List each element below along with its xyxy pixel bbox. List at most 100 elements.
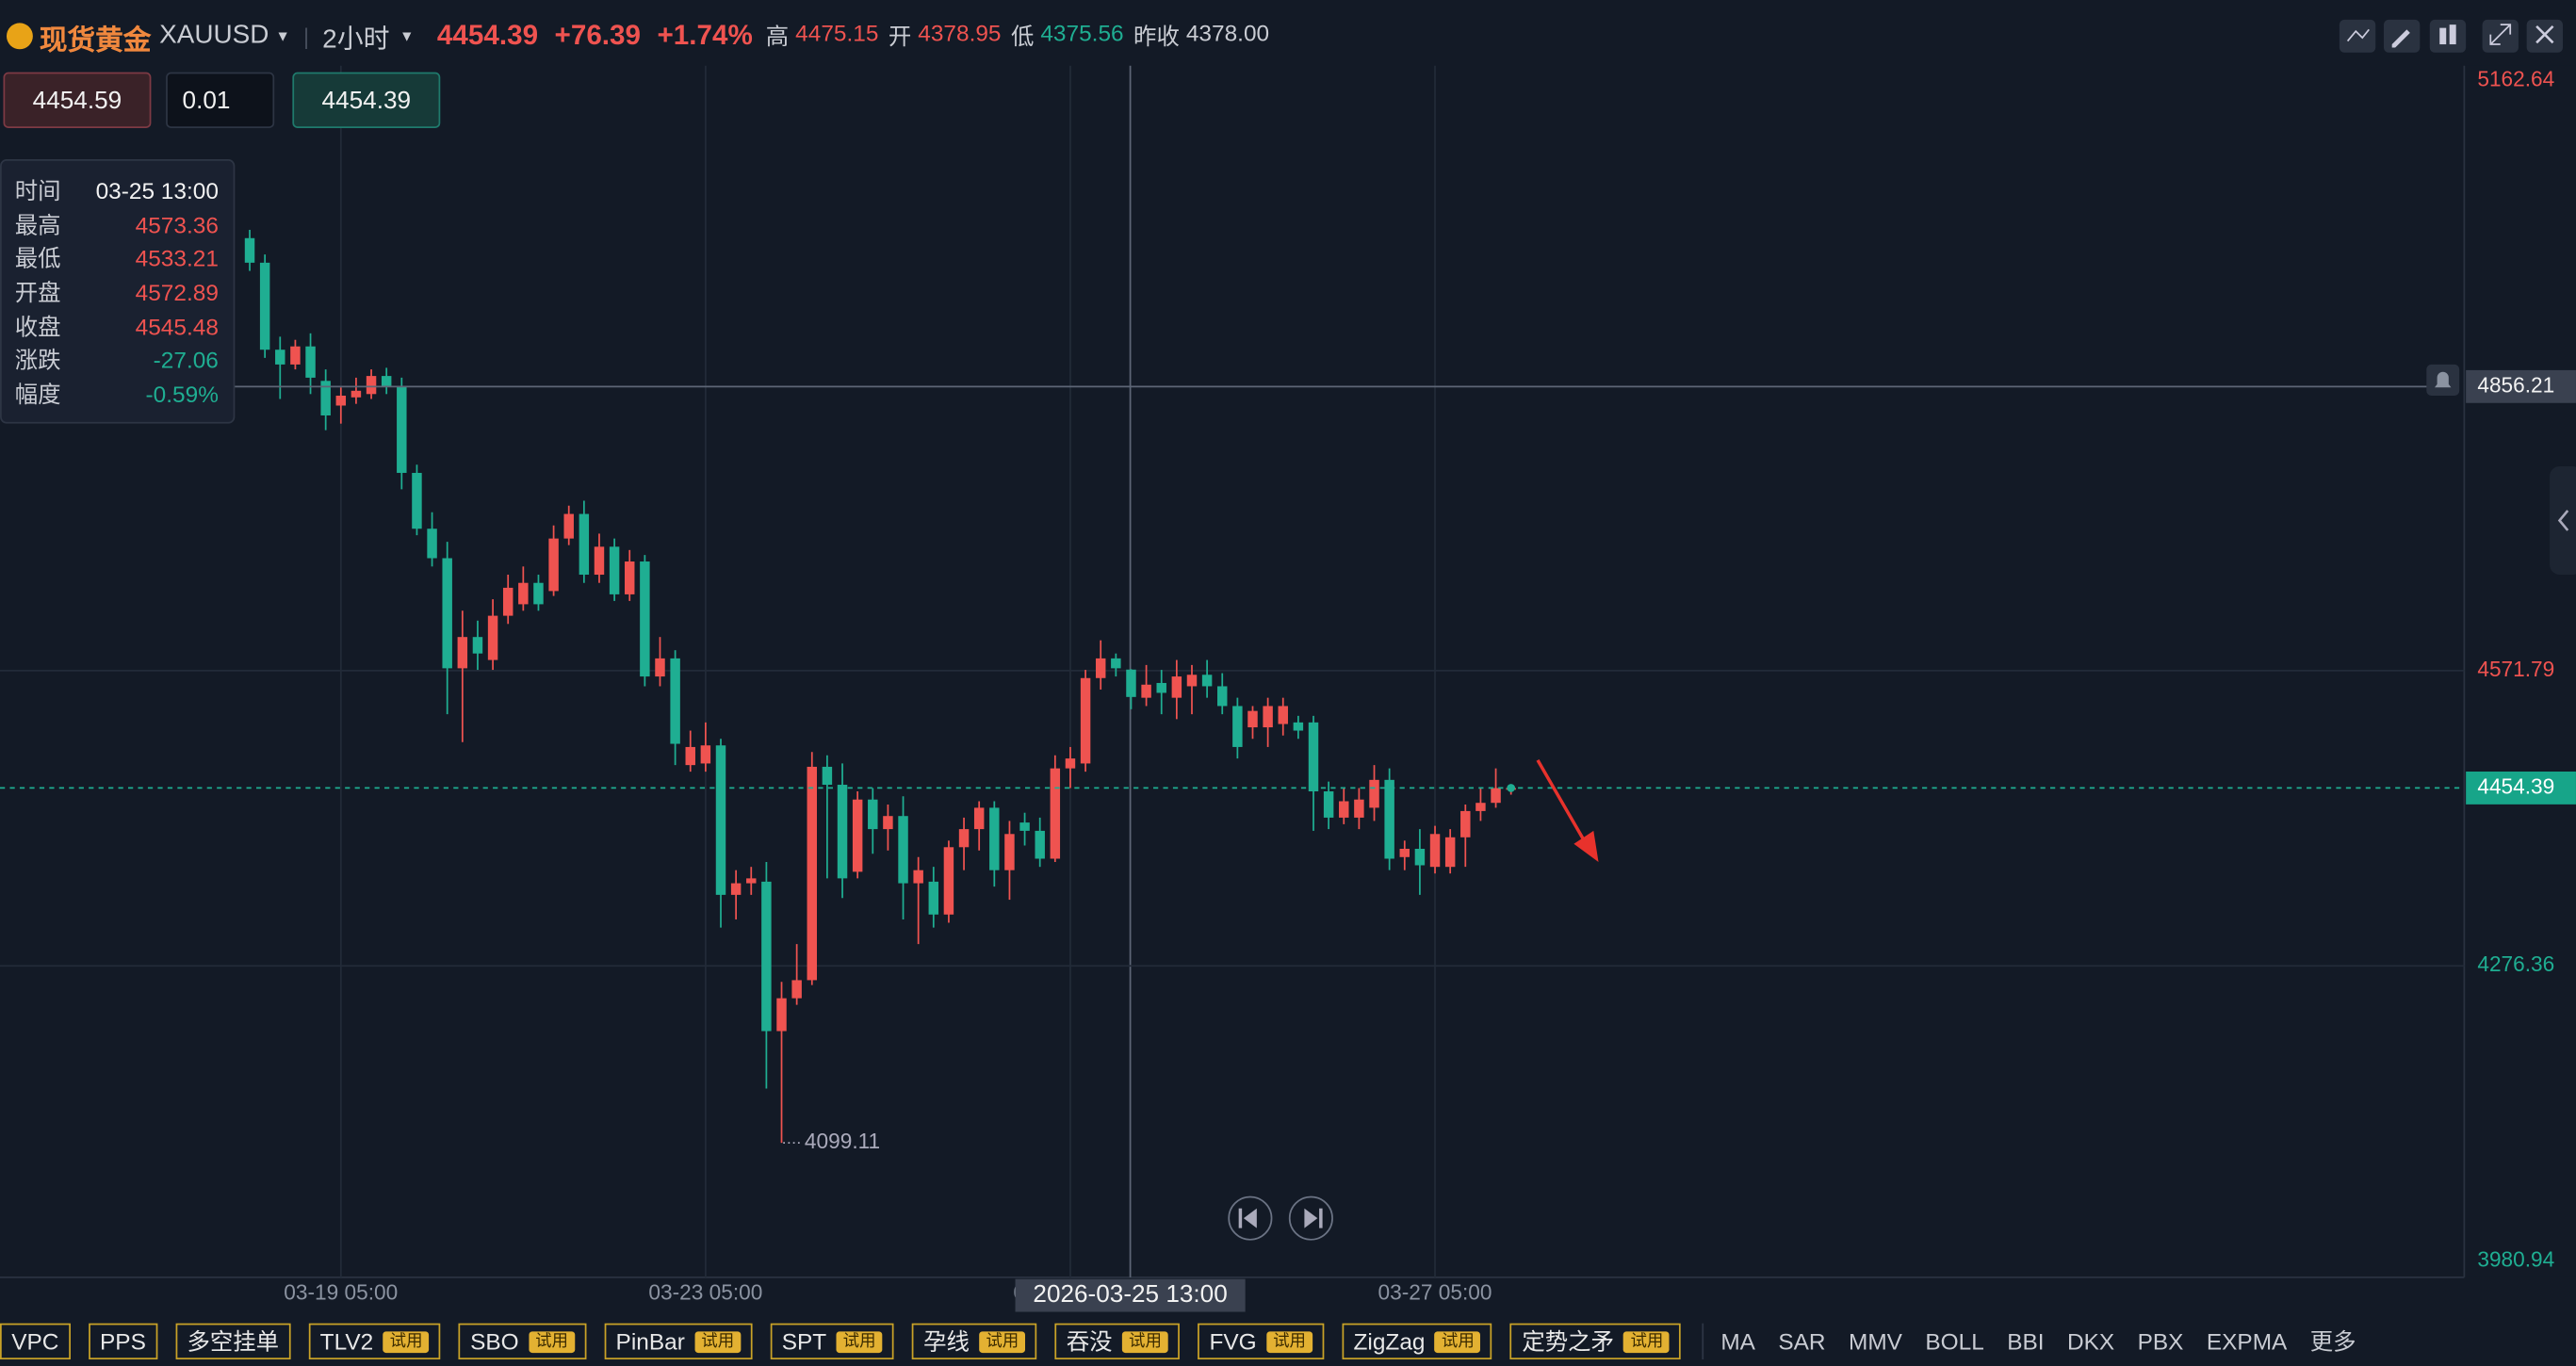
indicator-button[interactable]: PinBar 试用 [604, 1323, 753, 1360]
current-price-label: 4454.39 [2477, 773, 2554, 798]
tooltip-row: 收盘 4545.48 [2, 310, 234, 344]
tooltip-row: 幅度 -0.59% [2, 378, 234, 412]
indicator-button[interactable]: 吞没 试用 [1054, 1323, 1181, 1360]
candle-body [1186, 675, 1198, 687]
candle-body [1263, 706, 1273, 728]
candle-body [609, 546, 620, 594]
candle-body [943, 847, 954, 915]
candle-body [1080, 677, 1091, 764]
tooltip-label: 最高 [14, 211, 61, 238]
tooltip-label: 涨跌 [14, 347, 61, 374]
candle-body [1019, 822, 1030, 831]
tooltip-row: 最高 4573.36 [2, 208, 234, 242]
sell-price[interactable]: 4454.59 [3, 72, 152, 128]
candle-body [837, 785, 848, 879]
trial-badge: 试用 [1122, 1330, 1168, 1353]
candle-body [1217, 686, 1228, 707]
indicator-button[interactable]: SBO 试用 [458, 1323, 587, 1360]
indicator-tab[interactable]: DKX [2066, 1327, 2115, 1355]
tooltip-row: 涨跌 -27.06 [2, 344, 234, 378]
symbol-name: 现货黄金 [39, 24, 152, 56]
separator [1703, 1323, 1704, 1360]
candle-body [973, 807, 985, 830]
indicator-tab[interactable]: EXPMA [2206, 1327, 2288, 1355]
indicator-button[interactable]: TLV2 试用 [308, 1323, 441, 1360]
candle-body [625, 561, 635, 594]
tooltip-label: 幅度 [14, 381, 61, 408]
indicator-button[interactable]: PPS [88, 1323, 158, 1360]
button-label: SBO [470, 1327, 519, 1355]
candle-body [351, 390, 362, 398]
candle-body [518, 582, 529, 605]
header: 现货黄金 XAUUSD ▼ | 2小时 ▼ 4454.39 +76.39 +1.74… [6, 16, 1273, 56]
button-label: 孕线 [923, 1327, 970, 1355]
last-dot [1507, 784, 1516, 792]
indicator-tab[interactable]: 更多 [2309, 1327, 2356, 1355]
indicator-button[interactable]: SPT 试用 [770, 1323, 894, 1360]
indicator-tab[interactable]: BOLL [1925, 1327, 1984, 1355]
candle-body [1384, 779, 1394, 859]
indicator-button[interactable]: ZigZag 试用 [1342, 1323, 1492, 1360]
candle-body [1171, 676, 1182, 698]
tooltip-row: 开盘 4572.89 [2, 276, 234, 310]
candle-body [989, 807, 1000, 870]
candle-body [822, 766, 833, 786]
indicator-button[interactable]: 孕线 试用 [911, 1323, 1037, 1360]
candle-body [1141, 684, 1151, 698]
indicator-tab[interactable]: MA [1720, 1327, 1755, 1355]
candle-body [958, 829, 970, 848]
dropdown-caret: ▼ [275, 27, 290, 45]
indicator-button[interactable]: FVG 试用 [1198, 1323, 1325, 1360]
tooltip-value: 4533.21 [135, 245, 219, 272]
indicator-button[interactable]: 多空挂单 [175, 1323, 291, 1360]
play-prev[interactable] [1228, 1195, 1273, 1241]
candle-body [700, 745, 711, 764]
toolbar-icons[interactable] [2339, 19, 2564, 53]
candle-body [791, 980, 802, 999]
stat-value: 4375.56 [1040, 19, 1124, 46]
candle-body [1475, 803, 1486, 811]
side-collapse[interactable] [2550, 465, 2576, 575]
candle-body [1354, 799, 1364, 818]
indicator-tab[interactable]: PBX [2137, 1327, 2184, 1355]
candle-body [640, 561, 650, 677]
candle-body [548, 538, 559, 592]
trial-badge: 试用 [1266, 1330, 1312, 1353]
crosshair-time-label: 2026-03-25 13:00 [1033, 1279, 1227, 1308]
candle-body [244, 237, 255, 263]
tooltip: 时间 03-25 13:00 最高 4573.36 最低 4533.21 开盘 4572.89… [0, 159, 236, 424]
stats: 高 4475.15 开 4378.95 低 4375.56 昨收 4378.00 [766, 20, 1273, 53]
interval[interactable]: 2小时 [322, 25, 390, 55]
tooltip-value: -27.06 [153, 347, 219, 374]
candle-body [290, 346, 301, 365]
y-tick-label: 5162.64 [2477, 66, 2554, 90]
candle-body [335, 395, 347, 406]
candle-body [1399, 848, 1410, 857]
indicator-button[interactable]: 定势之矛 试用 [1510, 1323, 1682, 1360]
button-label: PinBar [615, 1327, 685, 1355]
candle-body [807, 766, 818, 981]
stat-label: 低 [1010, 23, 1035, 50]
indicator-tab[interactable]: SAR [1778, 1327, 1826, 1355]
alert-bell[interactable] [2426, 364, 2460, 397]
candle-body [1339, 801, 1349, 818]
quantity-input[interactable]: 0.01 [166, 72, 275, 128]
play-next[interactable] [1288, 1195, 1333, 1241]
indicator-tab[interactable]: MMV [1848, 1327, 1902, 1355]
indicator-tab[interactable]: BBI [2007, 1327, 2045, 1355]
button-label: TLV2 [319, 1327, 374, 1355]
button-label: PPS [100, 1327, 146, 1355]
indicator-button[interactable]: VPC [0, 1323, 71, 1360]
buy-price[interactable]: 4454.39 [292, 72, 441, 128]
candle-body [594, 546, 605, 576]
candle-body [1201, 675, 1213, 687]
candle-body [533, 582, 544, 605]
candle-body [1293, 722, 1304, 731]
candle-body [259, 262, 270, 350]
symbol-code[interactable]: XAUUSD [159, 21, 269, 50]
y-tick-label: 4571.79 [2477, 657, 2554, 681]
candle-body [397, 385, 407, 473]
y-axis-panel [2464, 65, 2576, 1277]
stat-label: 高 [765, 23, 790, 50]
